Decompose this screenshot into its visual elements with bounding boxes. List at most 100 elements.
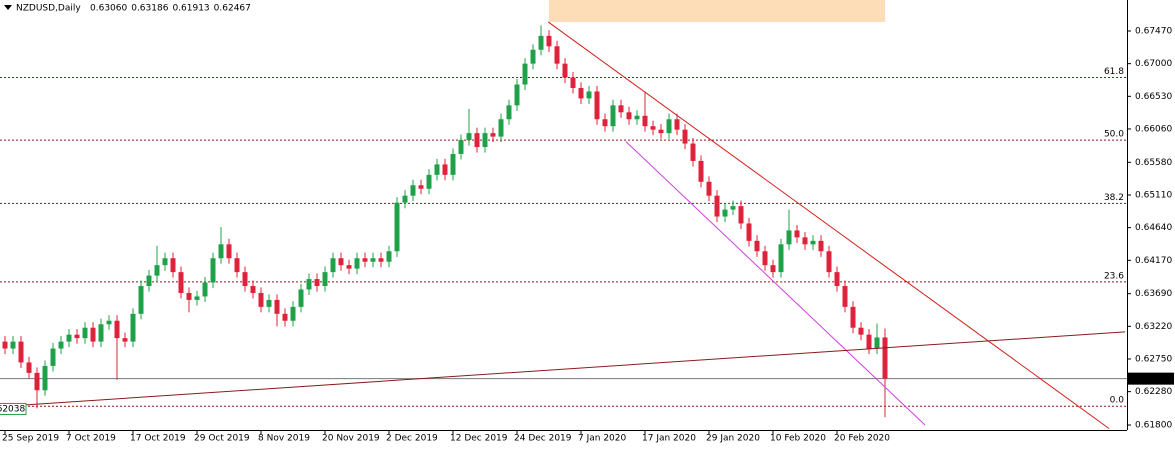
candle-body — [354, 258, 360, 269]
y-tick-label: 0.63690 — [1135, 289, 1172, 299]
candle-body — [794, 230, 800, 238]
candle-body — [218, 244, 224, 259]
candle-body — [122, 338, 128, 342]
current-price-box — [1128, 372, 1174, 385]
candle-body — [242, 272, 248, 287]
candle-body — [658, 129, 664, 134]
candle-body — [362, 258, 368, 262]
candle-body — [306, 279, 312, 290]
y-tick-label: 0.62750 — [1135, 354, 1172, 364]
y-tick-label: 0.66060 — [1135, 124, 1172, 134]
candle-body — [130, 313, 136, 342]
candle-body — [626, 112, 632, 120]
trendline — [547, 21, 1110, 429]
candle-body — [762, 251, 768, 266]
y-tick-label: 0.62280 — [1135, 387, 1172, 397]
level-label: 61.8 — [1104, 67, 1124, 77]
x-tick-label: 8 Nov 2019 — [258, 434, 310, 444]
x-tick-label: 7 Oct 2019 — [66, 434, 116, 444]
header-icon — [4, 5, 12, 10]
level-label: 0.0 — [1110, 396, 1125, 406]
y-tick-label: 0.65110 — [1135, 190, 1172, 200]
candle-body — [770, 265, 776, 273]
header-value: 0.62467 — [214, 4, 251, 14]
candle-body — [858, 327, 864, 335]
candle-body — [522, 63, 528, 85]
y-tick-label: 0.66530 — [1135, 92, 1172, 102]
header-values: 0.63060 0.63186 0.61913 0.62467 — [90, 4, 251, 14]
candle-body — [706, 181, 712, 196]
candle-body — [610, 105, 616, 127]
candle-body — [426, 174, 432, 189]
candle-body — [866, 334, 872, 349]
candle-body — [42, 365, 48, 391]
candle-body — [650, 126, 656, 130]
candle-body — [882, 337, 888, 379]
x-tick-label: 17 Oct 2019 — [130, 434, 186, 444]
candle-body — [498, 119, 504, 137]
candle-body — [66, 334, 72, 342]
candle-body — [818, 240, 824, 252]
candle-body — [746, 223, 752, 241]
x-tick-label: 20 Feb 2020 — [834, 434, 890, 444]
candle-body — [826, 251, 832, 273]
x-tick-label: 12 Dec 2019 — [450, 434, 508, 444]
candle-body — [282, 313, 288, 321]
candle-body — [634, 115, 640, 120]
candle-body — [730, 206, 736, 210]
x-tick-label: 29 Oct 2019 — [194, 434, 250, 444]
y-tick-label: 0.63220 — [1135, 322, 1172, 332]
candle-body — [418, 185, 424, 189]
candle-body — [594, 91, 600, 120]
candle-body — [802, 237, 808, 245]
y-tick-label: 0.61800 — [1135, 420, 1172, 430]
candle-body — [314, 279, 320, 287]
candle-body — [538, 35, 544, 50]
candle-body — [378, 258, 384, 262]
candle-body — [674, 119, 680, 130]
candle-body — [506, 105, 512, 120]
candle-body — [90, 327, 96, 342]
x-tick-label: 2 Dec 2019 — [386, 434, 438, 444]
x-tick-label: 29 Jan 2020 — [706, 434, 760, 444]
plot-area: 61.8 50.0 38.2 23.6 0.0 — [0, 0, 1127, 429]
candle-body — [178, 272, 184, 293]
candle-body — [370, 258, 376, 262]
candle-body — [266, 299, 272, 307]
level-label: 23.6 — [1104, 271, 1124, 281]
candle-body — [34, 372, 40, 391]
candle-body — [698, 160, 704, 182]
candle-body — [530, 49, 536, 64]
candle-body — [778, 244, 784, 273]
candle-body — [290, 306, 296, 321]
candle-body — [602, 119, 608, 127]
candle-body — [850, 306, 856, 328]
y-tick-label: 0.67000 — [1135, 59, 1172, 69]
candle-body — [338, 258, 344, 266]
candle-body — [250, 286, 256, 293]
candle-body — [810, 240, 816, 245]
candle-body — [386, 251, 392, 262]
candle-body — [546, 35, 552, 47]
candle-body — [74, 334, 80, 339]
current-price-label: 0.62467 — [1132, 374, 1169, 384]
candle-body — [394, 202, 400, 252]
candle-body — [346, 265, 352, 269]
candle-body — [146, 275, 152, 287]
candle-body — [330, 258, 336, 273]
candle-body — [106, 320, 112, 325]
trendline — [625, 141, 926, 426]
header-value: 0.63060 — [90, 4, 127, 14]
candle-body — [154, 265, 160, 276]
candle-body — [690, 143, 696, 161]
x-tick-label: 20 Nov 2019 — [322, 434, 380, 444]
candle-body — [714, 195, 720, 217]
x-tick-label: 24 Dec 2019 — [514, 434, 572, 444]
candle-body — [842, 286, 848, 307]
candle-body — [2, 341, 8, 349]
candle-body — [570, 77, 576, 88]
candle-body — [322, 272, 328, 287]
candle-body — [210, 258, 216, 283]
